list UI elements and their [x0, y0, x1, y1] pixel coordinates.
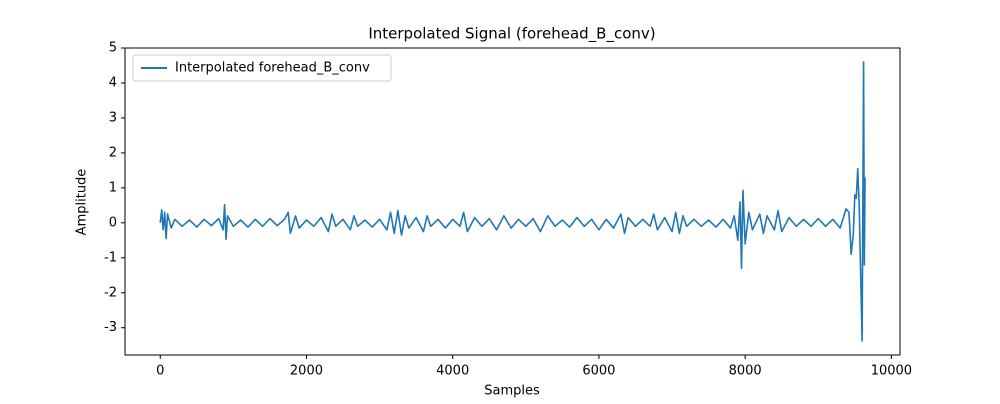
plot-frame	[124, 47, 901, 356]
x-tick-label: 8000	[729, 364, 762, 379]
legend-label: Interpolated forehead_B_conv	[175, 61, 370, 76]
y-tick-label: -1	[104, 250, 117, 265]
y-tick-label: 1	[109, 180, 117, 195]
y-tick-label: 0	[109, 215, 117, 230]
x-tick-label: 10000	[871, 364, 912, 379]
y-tick-label: 3	[109, 110, 117, 125]
y-tick-label: -2	[104, 285, 117, 300]
x-tick-label: 6000	[582, 364, 615, 379]
x-tick-label: 2000	[290, 364, 323, 379]
legend-box	[132, 54, 392, 82]
y-tick-label: 2	[109, 145, 117, 160]
x-tick-label: 4000	[436, 364, 469, 379]
y-tick-label: -3	[104, 320, 117, 335]
y-tick-label: 4	[109, 75, 117, 90]
x-tick-label: 0	[156, 364, 164, 379]
x-axis-label: Samples	[484, 384, 540, 399]
chart-title: Interpolated Signal (forehead_B_conv)	[368, 25, 655, 44]
y-axis-label: Amplitude	[75, 169, 90, 236]
line-series	[159, 61, 866, 342]
y-tick-label: 5	[109, 41, 117, 56]
